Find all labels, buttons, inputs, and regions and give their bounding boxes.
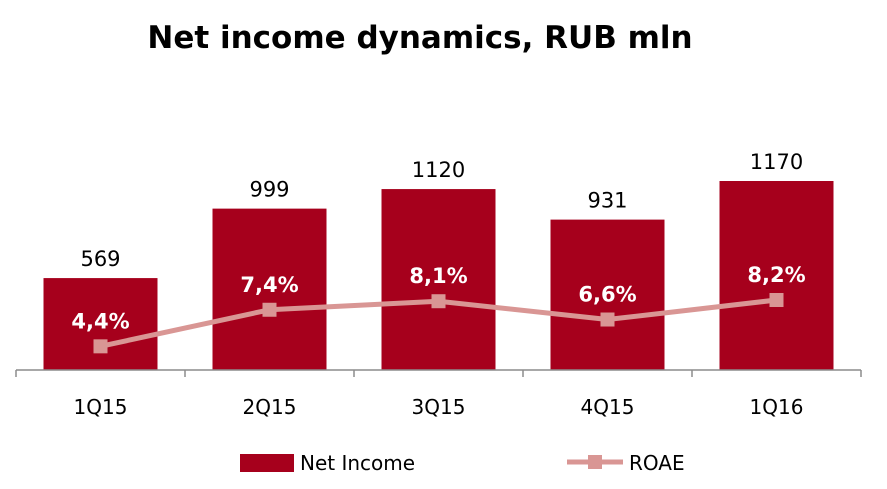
x-tick-label: 1Q15	[74, 395, 128, 419]
bar-3Q15	[381, 189, 496, 370]
bar-1Q16	[719, 181, 834, 370]
bars-layer	[43, 181, 834, 370]
bar-4Q15	[550, 219, 665, 370]
x-axis-ticks: 1Q15 2Q15 3Q15 4Q15 1Q16	[15, 370, 862, 419]
roae-point-1Q16	[769, 293, 784, 307]
bar-value-label: 1170	[750, 150, 803, 174]
bar-value-label: 999	[249, 178, 289, 202]
legend-swatch-net-income	[240, 454, 294, 472]
roae-point-1Q15	[93, 339, 108, 354]
x-tick-label: 2Q15	[243, 395, 297, 419]
x-tick-label: 1Q16	[750, 395, 804, 419]
roae-value-label: 4,4%	[71, 309, 129, 333]
roae-value-label: 6,6%	[578, 283, 636, 307]
roae-point-4Q15	[600, 312, 615, 327]
roae-value-label: 8,2%	[747, 263, 805, 287]
roae-value-label: 7,4%	[240, 273, 298, 297]
bar-1Q15	[43, 278, 158, 370]
legend-label-roae: ROAE	[629, 451, 685, 475]
bar-value-label: 569	[80, 247, 120, 271]
roae-value-label: 8,1%	[409, 264, 467, 288]
legend: Net Income ROAE	[240, 451, 685, 475]
legend-label-net-income: Net Income	[300, 451, 415, 475]
roae-point-2Q15	[262, 302, 277, 317]
roae-point-3Q15	[431, 294, 446, 309]
chart-title: Net income dynamics, RUB mln	[147, 20, 692, 56]
roae-line-layer	[93, 293, 784, 354]
x-tick-label: 3Q15	[412, 395, 466, 419]
bar-value-label: 1120	[412, 158, 465, 182]
data-labels-layer: 569 999 1120 931 1170 4,4% 7,4% 8,1% 6,6% 8,2%	[71, 150, 805, 333]
bar-value-label: 931	[587, 189, 627, 213]
x-tick-label: 4Q15	[581, 395, 635, 419]
bar-2Q15	[212, 208, 327, 370]
legend-swatch-roae-marker	[588, 455, 602, 469]
